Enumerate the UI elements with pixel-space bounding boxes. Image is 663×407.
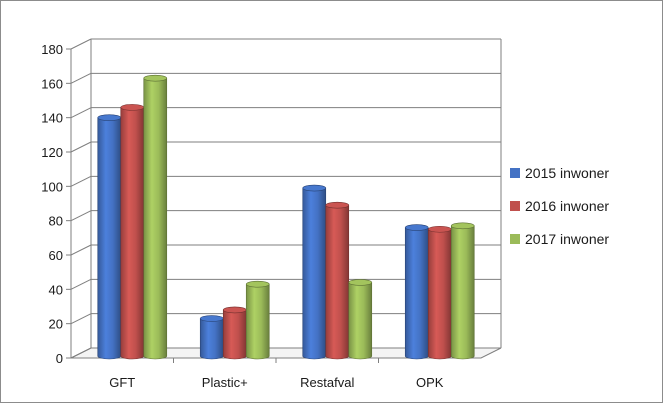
bar-body	[143, 77, 168, 360]
y-tick-label: 100	[41, 179, 63, 194]
bar-top	[302, 184, 327, 192]
bar	[143, 74, 168, 360]
y-tick-label: 40	[49, 282, 63, 297]
bar-top	[222, 306, 247, 314]
gridline-side	[70, 175, 92, 187]
legend-label: 2015 inwoner	[525, 165, 609, 181]
legend-swatch	[510, 201, 520, 211]
bar-top	[120, 104, 145, 111]
back-wall	[91, 39, 501, 348]
bar-top	[427, 225, 452, 233]
x-tick-label: Restafval	[300, 375, 354, 390]
bar-body	[427, 228, 452, 360]
bar-top	[97, 114, 122, 121]
bar-body	[120, 107, 145, 360]
legend: 2015 inwoner 2016 inwoner 2017 inwoner	[510, 165, 609, 247]
gridline-side	[70, 210, 92, 222]
legend-label: 2017 inwoner	[525, 231, 609, 247]
y-tick-label: 120	[41, 145, 63, 160]
bar-body	[325, 204, 350, 360]
bar-body	[245, 283, 270, 360]
bar-top	[404, 224, 429, 231]
gridline-side	[70, 313, 92, 325]
y-tick-label: 0	[56, 351, 63, 366]
bar-body	[404, 227, 429, 360]
y-tick-label: 180	[41, 42, 63, 57]
bar-body	[302, 187, 327, 360]
y-tick-label: 60	[49, 248, 63, 263]
y-tick-label: 140	[41, 111, 63, 126]
bar	[404, 224, 429, 360]
bar	[302, 184, 327, 360]
bar-top	[245, 280, 270, 288]
bar	[245, 280, 270, 360]
bar-body	[199, 318, 224, 360]
x-tick-label: Plastic+	[202, 375, 248, 390]
gridline-side	[70, 72, 92, 84]
y-axis-tick-labels: 0 20 40 60 80 100 120 140 160 180	[41, 42, 63, 366]
gridline-side	[70, 244, 92, 256]
bar	[97, 114, 122, 360]
bar	[325, 201, 350, 360]
x-tick-label: OPK	[416, 375, 444, 390]
x-axis-tick-labels: GFT Plastic+ Restafval OPK	[109, 375, 444, 390]
bars	[97, 74, 475, 360]
legend-swatch	[510, 168, 520, 178]
bar-top	[348, 279, 373, 286]
bar-top	[325, 201, 350, 209]
gridline-side	[70, 38, 92, 50]
bar-body	[450, 225, 475, 360]
bar	[427, 225, 452, 360]
bar-top	[143, 74, 168, 82]
bar-top	[450, 222, 475, 230]
bar-body	[222, 309, 247, 360]
bar-body	[97, 117, 122, 360]
bar	[120, 104, 145, 360]
y-tick-label: 80	[49, 214, 63, 229]
y-tick-label: 160	[41, 76, 63, 91]
bar-body	[348, 282, 373, 360]
gridline-side	[70, 107, 92, 119]
gridline-side	[70, 141, 92, 153]
y-tick-label: 20	[49, 317, 63, 332]
gridline-side	[70, 278, 92, 290]
legend-swatch	[510, 234, 520, 244]
legend-label: 2016 inwoner	[525, 198, 609, 214]
bar	[199, 315, 224, 360]
x-tick-label: GFT	[109, 375, 135, 390]
bar-top	[199, 315, 224, 322]
bar	[450, 222, 475, 360]
bar	[348, 279, 373, 360]
gridline-side	[70, 347, 92, 359]
bar	[222, 306, 247, 360]
chart-walls	[70, 39, 502, 359]
